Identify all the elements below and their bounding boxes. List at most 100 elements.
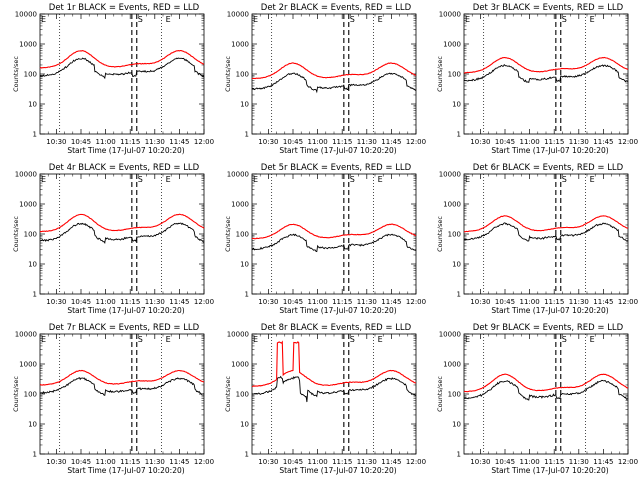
x-axis-label: Start Time (17-Jul-07 10:20:20) bbox=[279, 466, 396, 475]
x-tick-label: 11:30 bbox=[569, 458, 589, 466]
y-tick-label: 1 bbox=[245, 451, 249, 459]
series-events-line bbox=[39, 377, 205, 396]
x-axis-label: Start Time (17-Jul-07 10:20:20) bbox=[491, 306, 608, 315]
y-tick-label: 100 bbox=[236, 391, 249, 399]
y-tick-label: 10 bbox=[28, 101, 37, 109]
series-events-line bbox=[463, 222, 629, 242]
x-tick-label: 11:45 bbox=[169, 138, 189, 146]
x-tick-label: 11:15 bbox=[332, 138, 352, 146]
x-tick-label: 11:30 bbox=[357, 138, 377, 146]
y-tick-label: 100 bbox=[236, 71, 249, 79]
series-lld-line bbox=[251, 340, 417, 388]
y-axis-label: Counts/sec bbox=[436, 216, 444, 252]
event-marker-label: S bbox=[138, 15, 143, 24]
chart-panel-9: Det 9r BLACK = Events, RED = LLD 1 10 100 10… bbox=[436, 323, 638, 475]
y-axis-label: Counts/sec bbox=[12, 216, 20, 252]
chart-panel-4: Det 4r BLACK = Events, RED = LLD 1 10 100 10… bbox=[12, 163, 214, 315]
event-marker-label: E bbox=[465, 175, 470, 184]
x-tick-label: 10:30 bbox=[258, 458, 278, 466]
event-marker-label: E bbox=[166, 15, 171, 24]
y-axis-label: Counts/sec bbox=[436, 376, 444, 412]
y-tick-label: 10 bbox=[28, 421, 37, 429]
x-tick-label: 12:00 bbox=[194, 458, 214, 466]
x-tick-label: 11:00 bbox=[520, 138, 540, 146]
chart-title: Det 8r BLACK = Events, RED = LLD bbox=[261, 323, 412, 333]
x-tick-label: 11:45 bbox=[169, 298, 189, 306]
series-events-line bbox=[251, 375, 417, 403]
x-tick-label: 11:15 bbox=[544, 298, 564, 306]
event-marker-label: E bbox=[465, 335, 470, 344]
y-tick-label: 100 bbox=[448, 231, 461, 239]
series-events-line bbox=[463, 63, 629, 84]
event-marker-label: E bbox=[253, 335, 258, 344]
x-tick-label: 10:45 bbox=[71, 138, 91, 146]
event-marker-label: E bbox=[590, 335, 595, 344]
chart-panel-2: Det 2r BLACK = Events, RED = LLD 1 10 100 10… bbox=[224, 3, 426, 155]
x-axis-label: Start Time (17-Jul-07 10:20:20) bbox=[491, 146, 608, 155]
y-tick-label: 10 bbox=[240, 101, 249, 109]
x-tick-label: 11:45 bbox=[169, 458, 189, 466]
event-marker-label: E bbox=[253, 15, 258, 24]
x-tick-label: 11:30 bbox=[569, 298, 589, 306]
x-tick-label: 11:45 bbox=[381, 138, 401, 146]
y-axis-label: Counts/sec bbox=[224, 376, 232, 412]
y-tick-label: 100 bbox=[24, 391, 37, 399]
y-tick-label: 100 bbox=[448, 391, 461, 399]
x-tick-label: 11:15 bbox=[332, 458, 352, 466]
y-tick-label: 10 bbox=[240, 261, 249, 269]
x-tick-label: 11:30 bbox=[357, 458, 377, 466]
x-tick-label: 10:45 bbox=[495, 138, 515, 146]
x-tick-label: 11:30 bbox=[569, 138, 589, 146]
x-tick-label: 11:00 bbox=[308, 298, 328, 306]
x-tick-label: 11:15 bbox=[120, 138, 140, 146]
series-lld-line bbox=[463, 373, 628, 393]
series-events-line bbox=[251, 72, 417, 94]
series-lld-line bbox=[251, 223, 416, 240]
x-tick-label: 10:45 bbox=[71, 458, 91, 466]
y-tick-label: 1 bbox=[33, 131, 37, 139]
y-tick-label: 10000 bbox=[15, 11, 37, 19]
plot-frame bbox=[463, 173, 629, 295]
event-marker-label: E bbox=[253, 175, 258, 184]
y-axis-label: Counts/sec bbox=[224, 216, 232, 252]
y-tick-label: 10 bbox=[452, 421, 461, 429]
event-marker-label: E bbox=[41, 175, 46, 184]
x-axis-label: Start Time (17-Jul-07 10:20:20) bbox=[67, 146, 184, 155]
y-tick-label: 10 bbox=[28, 261, 37, 269]
y-tick-label: 1 bbox=[33, 291, 37, 299]
x-tick-label: 10:30 bbox=[258, 298, 278, 306]
chart-panel-8: Det 8r BLACK = Events, RED = LLD 1 10 100 10… bbox=[224, 323, 426, 475]
y-tick-label: 100 bbox=[236, 231, 249, 239]
x-tick-label: 11:00 bbox=[520, 298, 540, 306]
event-marker-label: E bbox=[166, 175, 171, 184]
y-tick-label: 10 bbox=[452, 101, 461, 109]
x-tick-label: 10:30 bbox=[46, 298, 66, 306]
y-tick-label: 1000 bbox=[443, 201, 461, 209]
x-tick-label: 11:30 bbox=[357, 298, 377, 306]
x-tick-label: 12:00 bbox=[618, 138, 638, 146]
x-axis-label: Start Time (17-Jul-07 10:20:20) bbox=[491, 466, 608, 475]
y-tick-label: 1000 bbox=[443, 41, 461, 49]
plot-frame bbox=[251, 333, 417, 455]
chart-panel-1: Det 1r BLACK = Events, RED = LLD 1 10 100 10… bbox=[12, 3, 214, 155]
x-tick-label: 10:45 bbox=[495, 298, 515, 306]
series-events-line bbox=[251, 233, 417, 253]
x-tick-label: 11:00 bbox=[96, 298, 116, 306]
x-tick-label: 12:00 bbox=[406, 138, 426, 146]
event-marker-label: S bbox=[350, 175, 355, 184]
x-tick-label: 12:00 bbox=[406, 298, 426, 306]
y-tick-label: 1 bbox=[245, 291, 249, 299]
x-tick-label: 10:45 bbox=[71, 298, 91, 306]
event-marker-label: S bbox=[562, 175, 567, 184]
x-tick-label: 11:30 bbox=[145, 298, 165, 306]
y-axis-label: Counts/sec bbox=[436, 56, 444, 92]
event-marker-label: E bbox=[590, 15, 595, 24]
chart-panel-6: Det 6r BLACK = Events, RED = LLD 1 10 100 10… bbox=[436, 163, 638, 315]
y-tick-label: 100 bbox=[448, 71, 461, 79]
x-tick-label: 10:30 bbox=[46, 138, 66, 146]
y-axis-label: Counts/sec bbox=[12, 376, 20, 412]
series-lld-line bbox=[39, 213, 205, 233]
y-tick-label: 100 bbox=[24, 231, 37, 239]
series-lld-line bbox=[251, 62, 417, 80]
